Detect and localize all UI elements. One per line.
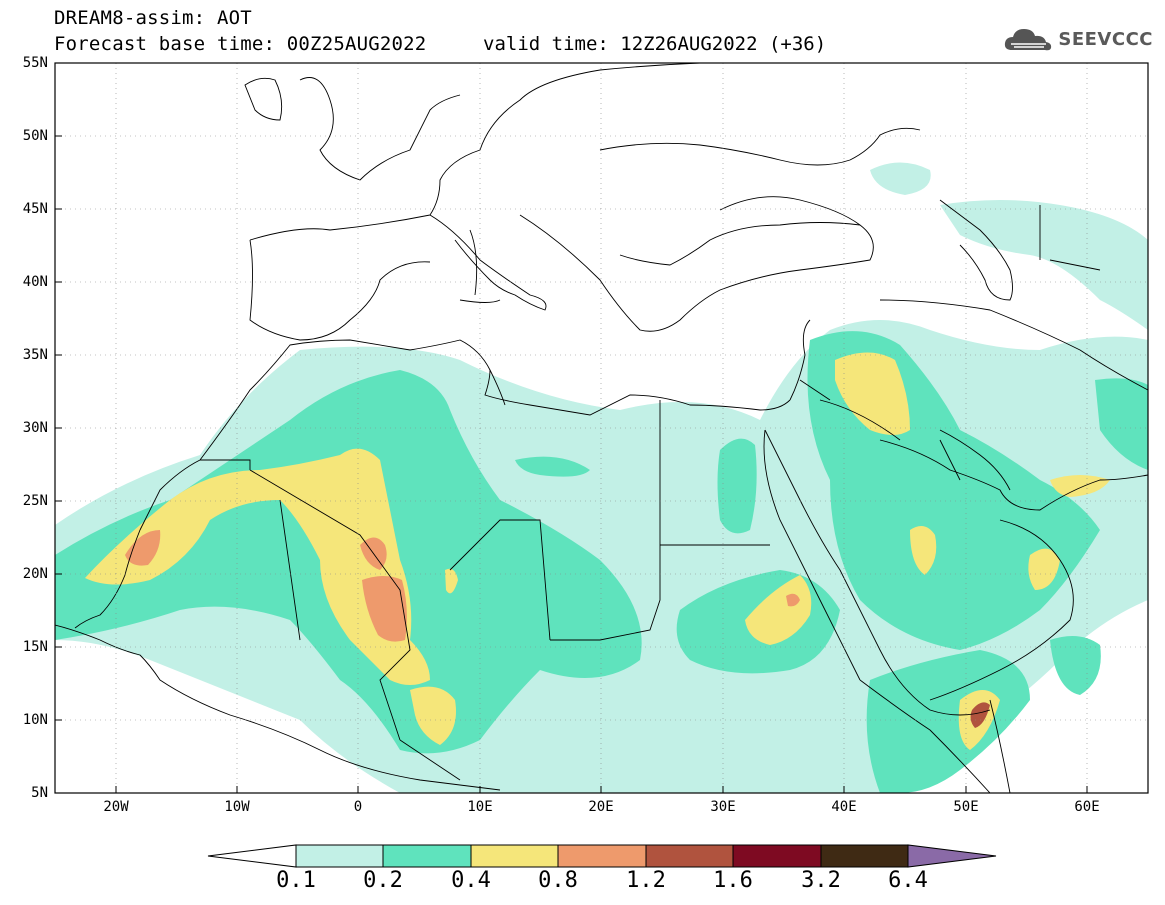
colorbar-bin-5 bbox=[645, 844, 734, 868]
colorbar-over-arrow bbox=[907, 844, 997, 868]
forecast-valid-time: valid time: 12Z26AUG2022 (+36) bbox=[483, 33, 827, 55]
coastlines bbox=[55, 63, 1148, 793]
colorbar-bin-1 bbox=[295, 844, 384, 868]
lat-label: 35N bbox=[22, 347, 48, 363]
lon-label: 60E bbox=[1074, 799, 1100, 815]
colorbar-bin-4 bbox=[557, 844, 647, 868]
lon-label: 10E bbox=[467, 799, 493, 815]
colorbar-bin-6 bbox=[732, 844, 822, 868]
lon-label: 0 bbox=[353, 799, 363, 815]
forecast-base-time: Forecast base time: 00Z25AUG2022 bbox=[54, 33, 427, 55]
colorbar-label: 3.2 bbox=[801, 868, 841, 893]
lon-label: 40E bbox=[831, 799, 857, 815]
map-title: DREAM8-assim: AOT bbox=[54, 7, 252, 29]
lat-label: 5N bbox=[31, 785, 48, 801]
lat-label: 25N bbox=[22, 493, 48, 509]
lon-label: 20E bbox=[588, 799, 614, 815]
lat-label: 20N bbox=[22, 566, 48, 582]
lat-label: 50N bbox=[22, 128, 48, 144]
colorbar-bin-3 bbox=[470, 844, 559, 868]
colorbar-label: 6.4 bbox=[888, 868, 928, 893]
colorbar-label: 0.4 bbox=[451, 868, 491, 893]
seevccc-logo: SEEVCCC bbox=[1002, 24, 1153, 54]
lat-label: 10N bbox=[22, 712, 48, 728]
colorbar-bin-7 bbox=[820, 844, 909, 868]
axis-ticks bbox=[55, 62, 1088, 793]
lon-label: 20W bbox=[103, 799, 129, 815]
colorbar-label: 0.8 bbox=[538, 868, 578, 893]
lon-label: 30E bbox=[710, 799, 736, 815]
lat-label: 30N bbox=[22, 420, 48, 436]
colorbar-under-arrow bbox=[207, 844, 297, 868]
colorbar-label: 0.1 bbox=[276, 868, 316, 893]
aot-level-0.4 bbox=[85, 352, 1110, 750]
lon-label: 50E bbox=[953, 799, 979, 815]
colorbar-bin-2 bbox=[382, 844, 472, 868]
colorbar-label: 1.6 bbox=[713, 868, 753, 893]
aot-contours bbox=[55, 162, 1148, 793]
lat-label: 45N bbox=[22, 201, 48, 217]
lon-label: 10W bbox=[224, 799, 250, 815]
aot-level-1.2 bbox=[970, 702, 990, 728]
colorbar-label: 1.2 bbox=[626, 868, 666, 893]
logo-text: SEEVCCC bbox=[1058, 28, 1153, 50]
colorbar-label: 0.2 bbox=[363, 868, 403, 893]
lat-label: 40N bbox=[22, 274, 48, 290]
graticule bbox=[55, 63, 1148, 793]
lat-label: 55N bbox=[22, 55, 48, 71]
lat-label: 15N bbox=[22, 639, 48, 655]
colorbar bbox=[207, 844, 997, 868]
cloud-icon bbox=[1005, 29, 1052, 51]
